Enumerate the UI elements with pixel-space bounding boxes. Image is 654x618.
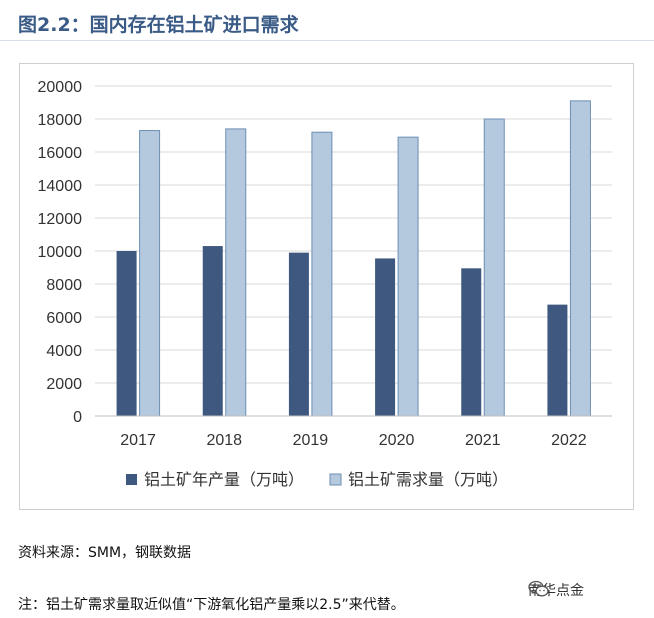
figure-title: 图2.2：国内存在铝土矿进口需求 — [18, 14, 299, 36]
bar-production — [202, 246, 223, 416]
legend-label: 铝土矿年产量（万吨） — [144, 470, 304, 489]
bar-demand — [483, 118, 505, 417]
legend-swatch — [329, 473, 342, 486]
bar-demand — [139, 130, 161, 417]
y-tick-label: 18000 — [38, 112, 83, 129]
legend-swatch — [126, 474, 137, 485]
wechat-icon — [528, 580, 549, 597]
y-tick-label: 14000 — [38, 178, 83, 195]
bar-production — [116, 251, 137, 416]
x-tick-label: 2017 — [120, 432, 156, 449]
remark-note: 注：铝土矿需求量取近似值“下游氧化铝产量乘以2.5”来代替。 — [18, 597, 405, 613]
bar-chart: 0 2000 4000 6000 8000 10000 12000 14000 16000 180… — [38, 79, 612, 489]
y-tick-label: 12000 — [38, 211, 83, 228]
y-tick-label: 10000 — [38, 244, 83, 261]
bar-demand — [569, 100, 591, 417]
bar-production — [288, 252, 309, 416]
axis-layer: 0 2000 4000 6000 8000 10000 12000 14000 16000 180… — [38, 79, 612, 449]
bar-production — [461, 268, 482, 416]
x-tick-label: 2021 — [465, 432, 501, 449]
bar-production — [375, 258, 396, 416]
legend: 铝土矿年产量（万吨） 铝土矿需求量（万吨） — [126, 470, 508, 489]
y-tick-label: 2000 — [46, 376, 82, 393]
bar-demand — [311, 131, 333, 417]
x-tick-label: 2019 — [293, 432, 329, 449]
bar-production — [547, 304, 568, 416]
bar-demand — [225, 128, 247, 417]
y-tick-label: 16000 — [38, 145, 83, 162]
legend-label: 铝土矿需求量（万吨） — [348, 470, 508, 489]
x-tick-label: 2020 — [379, 432, 415, 449]
title-divider — [0, 40, 654, 41]
y-tick-label: 0 — [73, 409, 82, 426]
y-tick-label: 20000 — [38, 79, 83, 96]
y-tick-label: 6000 — [46, 310, 82, 327]
y-tick-label: 4000 — [46, 343, 82, 360]
chart-frame — [19, 63, 634, 510]
bar-demand — [397, 136, 419, 417]
grid-layer — [95, 85, 612, 384]
bar-layer — [116, 100, 591, 417]
watermark: 南华点金 — [528, 580, 584, 600]
y-tick-label: 8000 — [46, 277, 82, 294]
x-tick-label: 2018 — [206, 432, 242, 449]
x-tick-label: 2022 — [551, 432, 587, 449]
source-note: 资料来源：SMM，钢联数据 — [18, 545, 192, 561]
